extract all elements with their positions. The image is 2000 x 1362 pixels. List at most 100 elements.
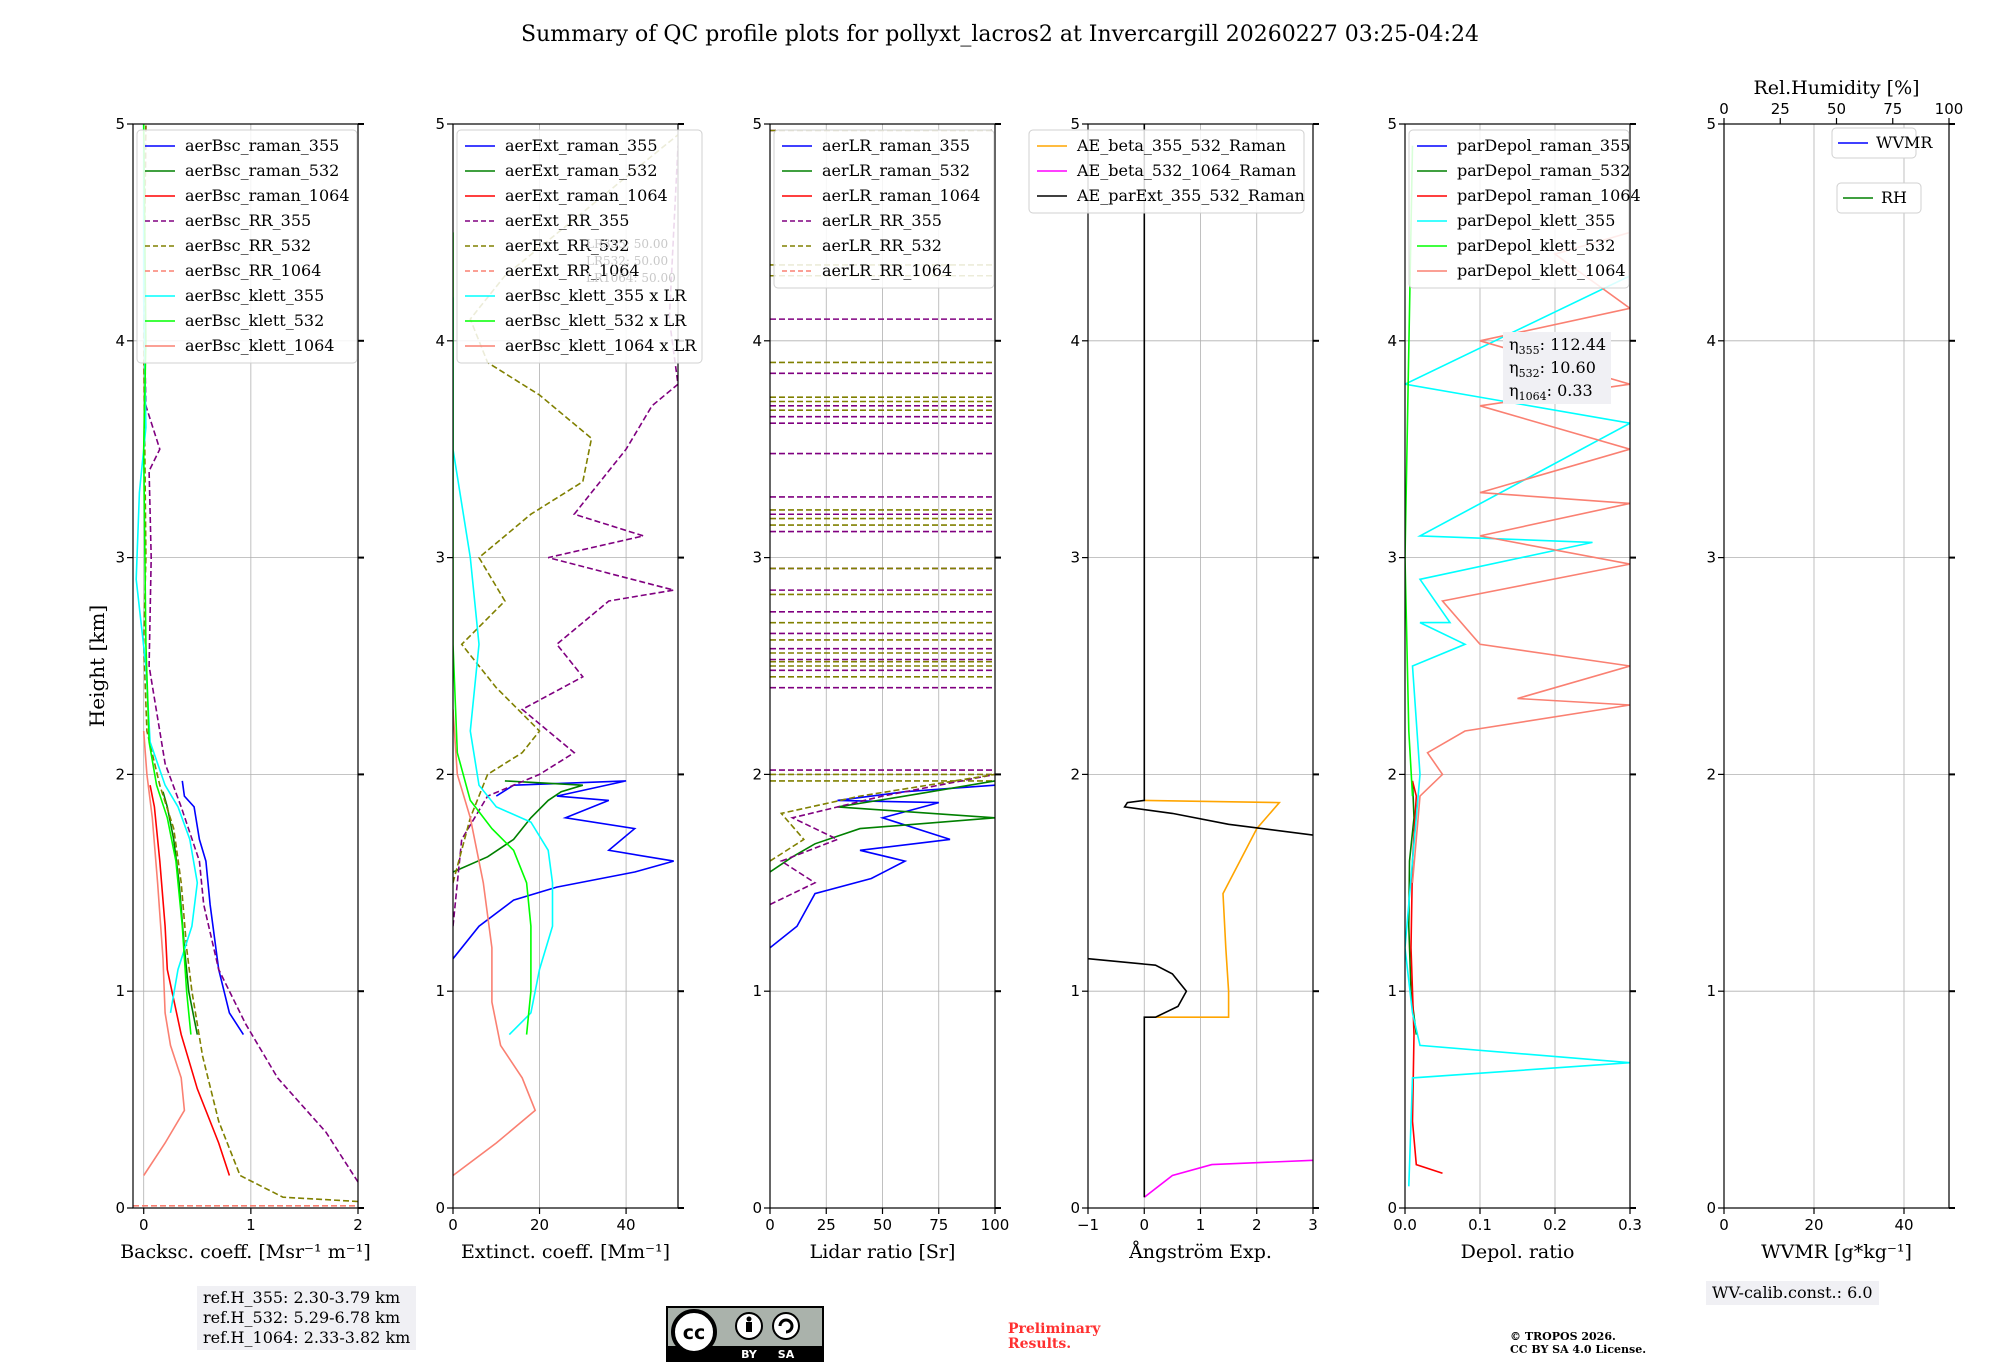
y-tick-label: 1 (752, 982, 762, 1000)
y-tick-label: 4 (1387, 332, 1397, 350)
axes-frame (132, 123, 359, 1209)
y-tick-label: 5 (435, 115, 445, 133)
x-axis-label: Backsc. coeff. [Msr⁻¹ m⁻¹] (120, 1241, 371, 1263)
legend-label-aerext-rr-532: aerExt_RR_532 (505, 236, 629, 255)
legend-label-pardepol-klett-355: parDepol_klett_355 (1457, 211, 1615, 230)
legend-label-aerbsc-raman-1064: aerBsc_raman_1064 (185, 186, 350, 205)
series-aerbsc-rr-355 (142, 124, 358, 1183)
y-tick-label: 4 (1070, 332, 1080, 350)
x-tick-label: 75 (929, 1216, 948, 1234)
series-aerbsc-klett-355-x-lr (453, 297, 554, 1036)
y-tick-label: 3 (1070, 549, 1080, 567)
legend-label-aerbsc-rr-532: aerBsc_RR_532 (185, 236, 311, 255)
copyright-line-2: CC BY SA 4.0 License. (1510, 1343, 1647, 1356)
y-tick-label: 0 (435, 1199, 445, 1217)
x-top-tick-label: 0 (1719, 100, 1729, 118)
x-tick-label: 2 (353, 1216, 363, 1234)
x-tick-label: 100 (981, 1216, 1010, 1234)
legend: aerBsc_raman_355 aerBsc_raman_532 aerBsc_r… (136, 129, 358, 364)
y-tick-label: 3 (1387, 549, 1397, 567)
axes-frame (452, 123, 679, 1209)
x-tick-label: 20 (1804, 1216, 1823, 1234)
y-tick-label: 3 (435, 549, 445, 567)
preliminary-line-1: Preliminary (1008, 1321, 1101, 1337)
y-tick-label: 1 (1706, 982, 1716, 1000)
y-tick-label: 5 (1706, 115, 1716, 133)
x-tick-label: 0 (765, 1216, 775, 1234)
eta-532: η532: 10.60 (1509, 358, 1596, 380)
copyright-line-1: © TROPOS 2026. (1510, 1330, 1616, 1343)
y-tick-label: 0 (1070, 1199, 1080, 1217)
y-tick-label: 5 (115, 115, 125, 133)
legend-label-aerbsc-klett-355-x-lr: aerBsc_klett_355 x LR (505, 286, 687, 305)
series-aerbsc-klett-532 (142, 124, 192, 1035)
svg-text:cc: cc (683, 1322, 706, 1344)
x-axis-label: Lidar ratio [Sr] (810, 1241, 956, 1263)
plot-area (770, 129, 995, 949)
series-aerlr-raman-532 (770, 780, 995, 873)
series-ae-parext-upper (1123, 124, 1313, 836)
eta-box-bg (1503, 332, 1611, 404)
y-tick-label: 4 (1706, 332, 1716, 350)
series-aerext-raman-355 (453, 780, 674, 960)
y-tick-label: 4 (115, 332, 125, 350)
legend-frame (1836, 182, 1922, 214)
legend-rh: RH (1836, 182, 1922, 214)
y-tick-label: 1 (1387, 982, 1397, 1000)
cc-license-badge: cc BY SA (666, 1306, 824, 1362)
y-tick-label: 3 (752, 549, 762, 567)
series-ae-beta-532-1064-raman (1143, 1159, 1313, 1198)
legend-frame (1408, 129, 1630, 289)
legend-label-aerext-rr-1064: aerExt_RR_1064 (505, 261, 640, 280)
x-tick-label: 0 (448, 1216, 458, 1234)
series-pardepol-klett-355 (1405, 275, 1630, 1187)
legend-label-aerlr-raman-1064: aerLR_raman_1064 (822, 186, 980, 205)
x-tick-label: 1 (246, 1216, 256, 1234)
x-tick-label: −1 (1077, 1216, 1099, 1234)
legend-label-aerbsc-klett-1064-x-lr: aerBsc_klett_1064 x LR (505, 336, 697, 355)
legend-frame (456, 129, 703, 364)
legend-label: WVMR (1876, 133, 1933, 152)
y-tick-label: 3 (115, 549, 125, 567)
y-tick-label: 2 (1070, 765, 1080, 783)
x-tick-label: 3 (1308, 1216, 1318, 1234)
lr-note-0: LR355: 50.00 (586, 237, 668, 251)
y-tick-label: 5 (752, 115, 762, 133)
y-tick-label: 2 (115, 765, 125, 783)
y-tick-label: 2 (435, 765, 445, 783)
x-axis-label: Depol. ratio (1461, 1241, 1575, 1263)
legend-label-pardepol-raman-532: parDepol_raman_532 (1457, 161, 1630, 180)
y-tick-label: 4 (752, 332, 762, 350)
series-aerlr-rr-355 (770, 773, 995, 906)
legend-label-aerbsc-raman-355: aerBsc_raman_355 (185, 136, 339, 155)
legend-label-aerbsc-rr-1064: aerBsc_RR_1064 (185, 261, 321, 280)
series-aerbsc-raman-1064 (149, 785, 231, 1176)
y-tick-label: 0 (115, 1199, 125, 1217)
legend-label-aerlr-rr-355: aerLR_RR_355 (822, 211, 942, 230)
x-top-tick-label: 25 (1771, 100, 1790, 118)
legend-label: RH (1881, 188, 1907, 207)
legend-frame (1831, 127, 1917, 159)
series-aerlr-raman-355 (770, 784, 995, 949)
legend-frame (773, 129, 995, 289)
y-tick-label: 5 (1387, 115, 1397, 133)
plot-area (133, 124, 358, 1207)
legend-label-aerbsc-klett-355: aerBsc_klett_355 (185, 286, 324, 305)
series-aerbsc-klett-1064 (142, 730, 186, 1176)
legend-label-pardepol-raman-355: parDepol_raman_355 (1457, 136, 1630, 155)
legend-label-aerlr-rr-532: aerLR_RR_532 (822, 236, 942, 255)
series-ae-parext-355-532-raman (1088, 957, 1188, 1198)
y-tick-label: 0 (1706, 1199, 1716, 1217)
series-pardepol-klett-1064 (1411, 145, 1630, 883)
x-axis-label: Ångström Exp. (1128, 1241, 1272, 1263)
axes-frame (1404, 123, 1631, 1209)
legend-label-aerbsc-raman-532: aerBsc_raman_532 (185, 161, 339, 180)
ref-h-532: ref.H_532: 5.29-6.78 km (203, 1308, 401, 1327)
series-aerext-raman-532 (453, 780, 584, 873)
y-tick-label: 1 (115, 982, 125, 1000)
series-aerbsc-raman-532 (162, 791, 199, 1035)
